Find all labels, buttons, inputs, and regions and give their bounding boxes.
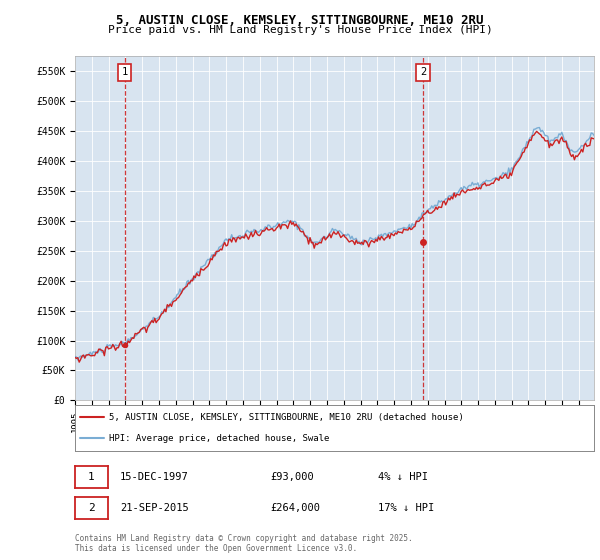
- Text: 17% ↓ HPI: 17% ↓ HPI: [378, 503, 434, 513]
- Text: 4% ↓ HPI: 4% ↓ HPI: [378, 472, 428, 482]
- Text: £93,000: £93,000: [270, 472, 314, 482]
- Text: 5, AUSTIN CLOSE, KEMSLEY, SITTINGBOURNE, ME10 2RU (detached house): 5, AUSTIN CLOSE, KEMSLEY, SITTINGBOURNE,…: [109, 413, 463, 422]
- Text: 2: 2: [420, 67, 426, 77]
- Text: 21-SEP-2015: 21-SEP-2015: [120, 503, 189, 513]
- Text: £264,000: £264,000: [270, 503, 320, 513]
- Text: 2: 2: [88, 503, 95, 513]
- Text: HPI: Average price, detached house, Swale: HPI: Average price, detached house, Swal…: [109, 434, 329, 443]
- Text: 1: 1: [88, 472, 95, 482]
- Text: 5, AUSTIN CLOSE, KEMSLEY, SITTINGBOURNE, ME10 2RU: 5, AUSTIN CLOSE, KEMSLEY, SITTINGBOURNE,…: [116, 14, 484, 27]
- Text: 15-DEC-1997: 15-DEC-1997: [120, 472, 189, 482]
- Text: 1: 1: [122, 67, 128, 77]
- Text: Contains HM Land Registry data © Crown copyright and database right 2025.
This d: Contains HM Land Registry data © Crown c…: [75, 534, 413, 553]
- Text: Price paid vs. HM Land Registry's House Price Index (HPI): Price paid vs. HM Land Registry's House …: [107, 25, 493, 35]
